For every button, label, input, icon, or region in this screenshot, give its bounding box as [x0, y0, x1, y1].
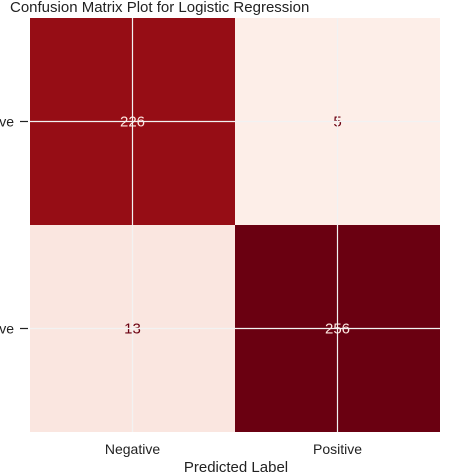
x-tick-label: Positive [313, 441, 362, 457]
x-axis-label: Predicted Label [184, 459, 288, 474]
heatmap-cells: 226513256 [30, 18, 440, 432]
y-tick-label: ve [0, 321, 14, 337]
x-tick-label: Negative [105, 441, 160, 457]
tick-labels: Negative Positive ve ve [0, 114, 362, 458]
chart-title: Confusion Matrix Plot for Logistic Regre… [10, 0, 309, 16]
y-tick-label: ve [0, 114, 14, 130]
grid-lines [30, 18, 440, 432]
